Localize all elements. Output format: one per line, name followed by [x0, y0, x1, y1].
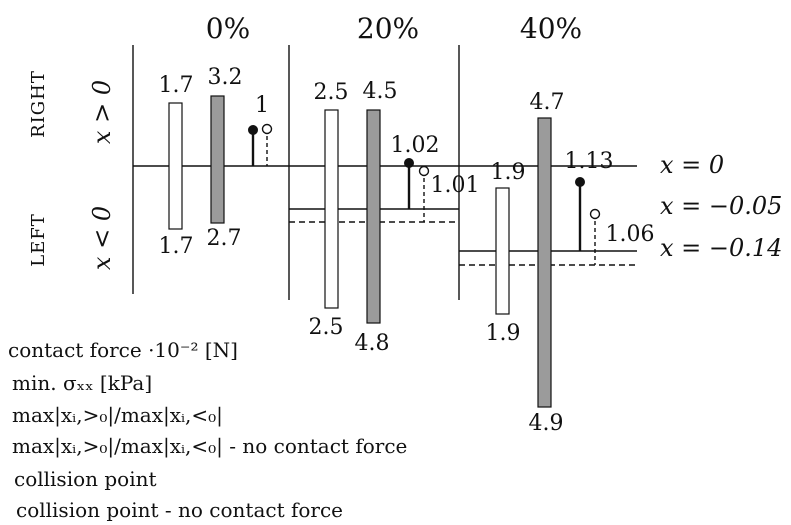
contact-force-bar — [495, 187, 510, 315]
collision-point-no-contact-marker — [261, 123, 273, 135]
label-left: LEFT — [28, 213, 49, 267]
contact-force-bar — [324, 109, 339, 309]
legend-contact-force: contact force ·10⁻² [N] — [8, 338, 238, 362]
stress-down-value: 4.9 — [529, 411, 564, 436]
contact-down-value: 1.7 — [159, 234, 194, 259]
label-x-positive: x > 0 — [88, 80, 116, 144]
stress-down-value: 2.7 — [207, 226, 242, 251]
collision-point-marker — [404, 158, 414, 168]
stress-bar — [537, 117, 552, 408]
ratio-value: 1 — [255, 93, 269, 118]
label-x-negative: x < 0 — [88, 206, 116, 270]
contact-up-value: 1.7 — [159, 73, 194, 98]
legend-ratio: max|xᵢ,>₀|/max|xᵢ,<₀| — [12, 403, 223, 428]
contact-force-bar — [168, 102, 183, 230]
stress-up-value: 4.5 — [363, 79, 398, 104]
stress-bar — [366, 109, 381, 324]
collision-point-marker — [575, 177, 585, 187]
legend-ratio-no-contact: max|xᵢ,>₀|/max|xᵢ,<₀| - no contact force — [12, 434, 407, 459]
stress-bar — [210, 95, 225, 224]
level-label-2: x = −0.14 — [660, 234, 782, 262]
stress-up-value: 3.2 — [208, 65, 243, 90]
contact-up-value: 2.5 — [314, 80, 349, 105]
collision-point-no-contact-marker — [418, 165, 430, 177]
stress-up-value: 4.7 — [530, 90, 565, 115]
legend-min-stress: min. σₓₓ [kPa] — [12, 371, 152, 395]
ratio-value: 1.13 — [565, 149, 614, 174]
stress-down-value: 4.8 — [355, 331, 390, 356]
ratio-no-contact-value: 1.06 — [606, 222, 655, 247]
contact-up-value: 1.9 — [491, 160, 526, 185]
contact-down-value: 1.9 — [486, 321, 521, 346]
collision-point-no-contact-marker — [589, 208, 601, 220]
ratio-no-contact-value: 1.01 — [431, 173, 480, 198]
ratio-value: 1.02 — [391, 133, 440, 158]
legend-collision-point: collision point — [14, 467, 157, 491]
label-right: RIGHT — [28, 70, 49, 138]
legend-collision-point-no-contact: collision point - no contact force — [16, 498, 343, 522]
collision-point-marker — [248, 125, 258, 135]
header-0pct: 0% — [206, 12, 250, 45]
header-20pct: 20% — [357, 12, 419, 45]
legend: contact force ·10⁻² [N] min. σₓₓ [kPa] m… — [8, 338, 407, 522]
contact-down-value: 2.5 — [309, 315, 344, 340]
level-label-0: x = 0 — [660, 151, 724, 179]
header-40pct: 40% — [520, 12, 582, 45]
level-label-1: x = −0.05 — [660, 192, 782, 220]
